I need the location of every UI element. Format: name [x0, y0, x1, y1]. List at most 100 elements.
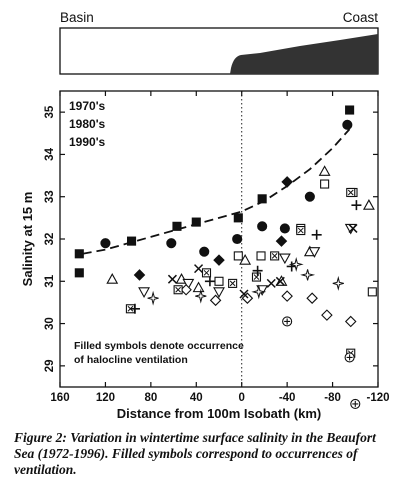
- data-point-boxed-x: [346, 187, 356, 198]
- x-tick-label: 40: [190, 392, 203, 404]
- profile-left-label: Basin: [60, 10, 94, 25]
- y-tick-label: 31: [44, 274, 56, 287]
- legend: 1970's 1980's 1990's: [69, 99, 106, 149]
- data-point-circle-filled: [279, 223, 290, 234]
- data-point-square-filled: [191, 217, 201, 227]
- data-point-square-filled: [172, 221, 182, 231]
- plot-panel: 160 120 80 40 0 -40 -80 -120 29 30 31 32 33 34 35 197…: [20, 90, 390, 421]
- shelf-silhouette: [230, 34, 378, 74]
- data-point-diamond-filled: [275, 235, 288, 247]
- data-point-triangle: [106, 273, 119, 284]
- data-point-square-filled: [74, 249, 84, 259]
- y-tick-label: 32: [44, 233, 56, 246]
- y-tick-label: 30: [44, 317, 56, 330]
- data-point-star: [300, 269, 316, 281]
- data-point-triangle-down: [213, 287, 225, 298]
- data-point-circle-filled: [232, 233, 243, 245]
- data-point-diamond: [306, 292, 318, 304]
- data-point-x: [167, 274, 177, 284]
- data-point-boxed-x: [251, 272, 262, 282]
- data-point-circle-plus: [282, 316, 293, 327]
- x-tick-label: -120: [366, 392, 389, 404]
- legend-entry-1970s: 1970's: [69, 99, 106, 113]
- data-point-circle-filled: [100, 238, 111, 249]
- y-tick-label: 35: [44, 105, 56, 118]
- y-axis-label: Salinity at 15 m: [20, 192, 35, 287]
- data-point-star: [195, 288, 207, 304]
- data-point-boxed-x: [270, 251, 280, 261]
- data-point-diamond: [281, 290, 293, 302]
- data-point-square-filled: [127, 236, 137, 246]
- data-point-square-filled: [345, 105, 355, 115]
- data-point-plus: [351, 200, 362, 211]
- data-point-triangle-down: [278, 253, 291, 265]
- ventilation-note-line-1: Filled symbols denote occurrence: [74, 340, 244, 352]
- data-point-circle-plus: [344, 352, 355, 363]
- data-point-diamond-filled: [213, 254, 225, 266]
- data-point-boxed-x: [201, 268, 212, 278]
- ventilation-note-line-2: of halocline ventilation: [74, 354, 188, 366]
- data-points: [74, 105, 377, 409]
- bathymetry-profile-panel: Basin Coast: [59, 10, 379, 75]
- data-point-circle-filled: [166, 238, 177, 249]
- data-point-triangle-down: [182, 278, 195, 290]
- data-point-star: [288, 256, 304, 272]
- ventilation-note: Filled symbols denote occurrence of halo…: [74, 340, 244, 366]
- data-point-star: [332, 275, 344, 291]
- data-point-plus: [204, 276, 215, 287]
- data-point-circle-plus: [350, 398, 361, 409]
- data-point-x: [266, 278, 276, 288]
- trend-curve: [82, 128, 351, 255]
- data-point-circle-filled: [342, 119, 353, 130]
- x-tick-label: 120: [96, 392, 115, 404]
- x-tick-label: 80: [144, 392, 157, 404]
- x-tick-label: 0: [239, 392, 245, 404]
- data-point-boxed-x: [228, 278, 238, 288]
- legend-entry-1990s: 1990's: [69, 135, 106, 149]
- x-tick-label: -40: [279, 392, 296, 404]
- data-point-x: [348, 223, 358, 233]
- data-point-square: [233, 251, 243, 261]
- data-point-x: [275, 276, 285, 286]
- y-tick-label: 29: [44, 359, 56, 372]
- data-point-square: [320, 179, 330, 189]
- data-point-triangle: [362, 199, 375, 210]
- data-point-circle-filled: [257, 221, 268, 232]
- data-point-diamond: [209, 294, 222, 307]
- data-point-square-filled: [74, 268, 84, 278]
- data-point-circle-filled: [199, 246, 210, 257]
- trend-curve-group: [82, 128, 351, 255]
- y-axis-ticks: 29 30 31 32 33 34 35: [44, 105, 378, 372]
- data-point-square-filled: [257, 194, 267, 204]
- data-point-square: [367, 287, 377, 297]
- data-point-boxed-x: [296, 225, 306, 236]
- data-point-star: [251, 284, 267, 300]
- data-point-square-filled: [233, 213, 243, 223]
- data-point-diamond-filled: [281, 176, 293, 188]
- data-point-triangle: [192, 281, 205, 293]
- y-tick-label: 34: [44, 147, 56, 160]
- x-axis-label: Distance from 100m Isobath (km): [117, 406, 321, 421]
- data-point-triangle: [318, 165, 331, 176]
- y-tick-label: 33: [44, 190, 56, 203]
- x-axis-ticks: 160 120 80 40 0 -40 -80 -120: [50, 91, 390, 404]
- data-point-diamond-filled: [133, 269, 146, 281]
- data-point-diamond: [321, 309, 333, 321]
- data-point-boxed-x: [173, 285, 183, 295]
- data-point-diamond: [344, 315, 357, 328]
- figure-caption: Figure 2: Variation in wintertime surfac…: [14, 430, 376, 477]
- data-point-triangle-down: [308, 247, 321, 258]
- data-point-triangle-down: [138, 287, 150, 298]
- x-tick-label: -80: [324, 392, 341, 404]
- profile-right-label: Coast: [343, 10, 379, 25]
- data-point-plus: [129, 303, 140, 314]
- data-point-star: [147, 290, 159, 306]
- data-point-plus: [311, 229, 322, 240]
- x-tick-label: 160: [50, 392, 69, 404]
- data-point-plus: [252, 265, 263, 276]
- data-point-x: [239, 289, 249, 299]
- data-point-square: [214, 276, 224, 286]
- data-point-diamond: [180, 283, 192, 296]
- data-point-x: [194, 264, 204, 274]
